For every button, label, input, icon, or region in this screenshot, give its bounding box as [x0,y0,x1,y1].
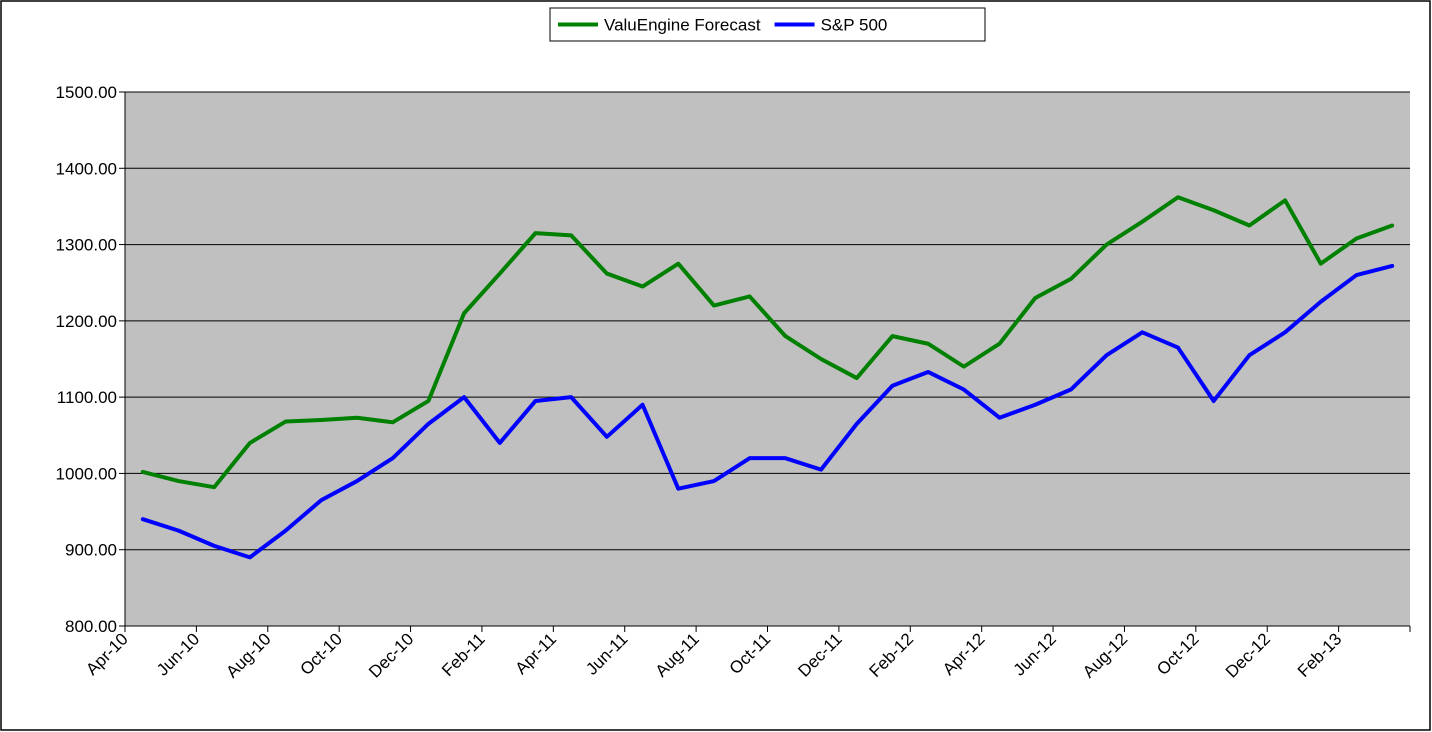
y-tick-label: 1400.00 [56,159,117,178]
legend-label: ValuEngine Forecast [604,16,761,35]
y-tick-label: 1200.00 [56,312,117,331]
y-tick-label: 1500.00 [56,83,117,102]
y-tick-label: 900.00 [65,541,117,560]
legend-label: S&P 500 [821,16,888,35]
legend-box [549,7,986,42]
plot-area [125,92,1410,626]
series-line [140,263,1395,560]
y-tick-label: 1300.00 [56,236,117,255]
series-line [140,195,1395,490]
y-tick-label: 1100.00 [57,388,117,407]
y-tick-label: 800.00 [65,617,117,636]
y-tick-label: 1000.00 [56,464,117,483]
